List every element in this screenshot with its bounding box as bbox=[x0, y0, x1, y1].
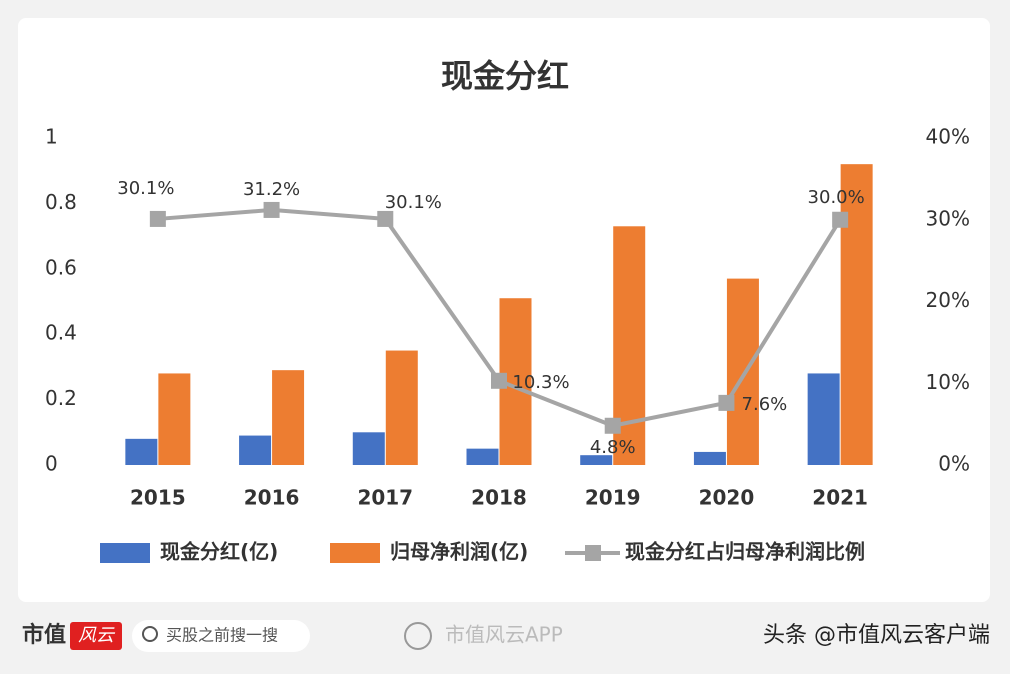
bar bbox=[840, 164, 873, 465]
bar bbox=[125, 438, 158, 465]
bar bbox=[466, 448, 499, 465]
legend-label: 归母净利润(亿) bbox=[390, 540, 528, 564]
bar bbox=[272, 370, 305, 465]
logo-badge bbox=[70, 622, 122, 650]
line-marker bbox=[491, 372, 507, 389]
line-marker bbox=[832, 211, 849, 228]
footer: 市值 风云 买股之前搜一搜 市值风云APP 头条 @市值风云客户端 bbox=[22, 620, 990, 652]
y-tick-label: 0.2 bbox=[45, 386, 77, 410]
logo: 市值 bbox=[22, 622, 66, 648]
y2-tick-label: 20% bbox=[926, 288, 970, 312]
y-tick-label: 0.6 bbox=[45, 255, 77, 279]
x-tick-label: 2017 bbox=[357, 486, 413, 510]
x-tick-label: 2018 bbox=[471, 486, 527, 510]
y-tick-label: 0.8 bbox=[45, 190, 77, 214]
chart-title: 现金分红 bbox=[441, 57, 569, 95]
legend-swatch bbox=[330, 543, 380, 563]
y2-tick-label: 10% bbox=[926, 370, 970, 394]
data-label: 30.1% bbox=[117, 178, 174, 199]
data-label: 31.2% bbox=[243, 179, 300, 200]
data-label: 4.8% bbox=[590, 437, 636, 458]
source: 头条 @市值风云客户端 bbox=[763, 623, 990, 648]
legend-swatch bbox=[585, 545, 601, 561]
line-marker bbox=[718, 394, 735, 411]
y-tick-label: 1 bbox=[45, 125, 58, 149]
y2-tick-label: 30% bbox=[926, 206, 970, 230]
data-label: 30.0% bbox=[808, 187, 865, 208]
x-tick-label: 2020 bbox=[699, 486, 755, 510]
search-icon bbox=[142, 626, 158, 642]
search-text: 买股之前搜一搜 bbox=[166, 626, 278, 645]
data-label: 10.3% bbox=[512, 372, 569, 393]
bar bbox=[239, 435, 272, 465]
y2-tick-label: 40% bbox=[926, 125, 970, 149]
y-tick-label: 0 bbox=[45, 452, 58, 476]
y-tick-label: 0.4 bbox=[45, 321, 77, 345]
bar bbox=[726, 278, 759, 465]
x-tick-label: 2015 bbox=[130, 486, 186, 510]
bar bbox=[385, 350, 418, 465]
line-marker bbox=[604, 417, 621, 434]
legend-label: 现金分红(亿) bbox=[160, 540, 278, 564]
bar bbox=[158, 373, 191, 465]
bar bbox=[580, 455, 613, 465]
bar bbox=[693, 451, 726, 465]
app-name: 市值风云APP bbox=[445, 623, 563, 647]
line-marker bbox=[149, 210, 166, 227]
legend-swatch bbox=[100, 543, 150, 563]
x-tick-label: 2016 bbox=[244, 486, 300, 510]
data-label: 30.1% bbox=[385, 192, 442, 213]
search-box[interactable] bbox=[132, 620, 310, 652]
x-tick-label: 2019 bbox=[585, 486, 641, 510]
logo-tag: 风云 bbox=[78, 625, 116, 646]
legend-label: 现金分红占归母净利润比例 bbox=[625, 540, 865, 564]
y2-tick-label: 0% bbox=[938, 452, 970, 476]
bar bbox=[807, 373, 840, 465]
line-marker bbox=[263, 201, 280, 218]
data-label: 7.6% bbox=[742, 394, 788, 415]
x-tick-label: 2021 bbox=[812, 486, 868, 510]
line-marker bbox=[377, 210, 394, 227]
weibo-icon bbox=[404, 622, 432, 650]
bar bbox=[352, 432, 385, 465]
